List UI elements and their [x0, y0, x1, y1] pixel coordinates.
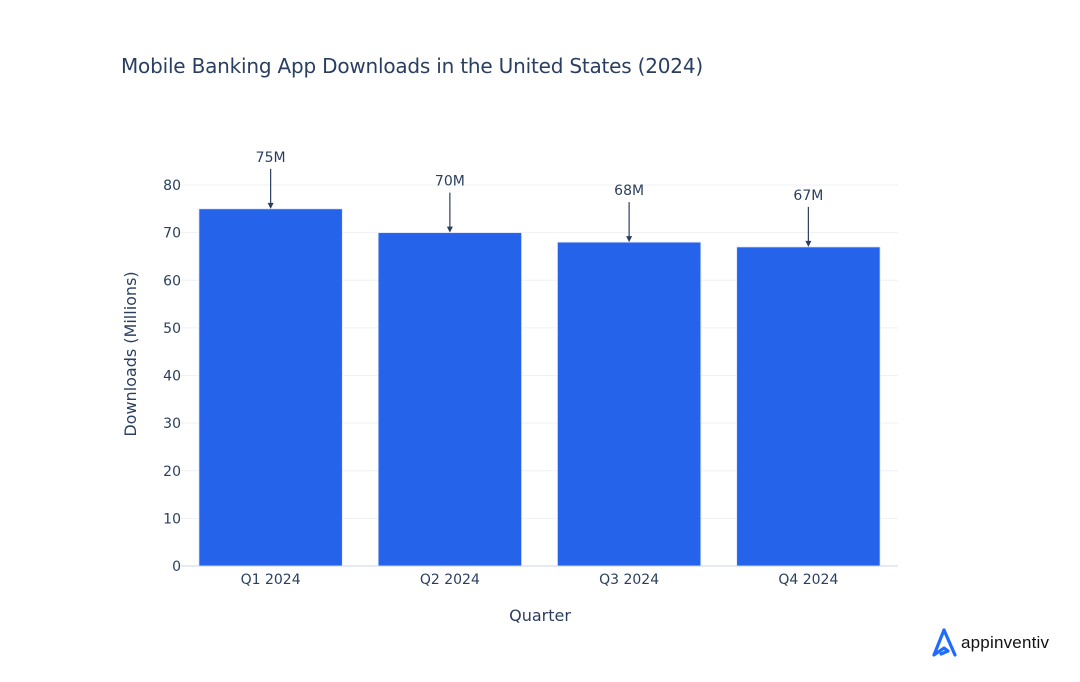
y-axis-ticks: 0 10 20 30 40 50 60 70 80	[163, 178, 181, 575]
y-tick-label: 60	[163, 273, 181, 289]
bar-q1-2024[interactable]	[198, 208, 343, 567]
bar-q3-2024[interactable]	[557, 241, 702, 567]
x-axis-title: Quarter	[509, 606, 571, 625]
chart-title: Mobile Banking App Downloads in the Unit…	[121, 54, 703, 78]
x-tick-label: Q2 2024	[420, 572, 480, 588]
appinventiv-logo-icon	[932, 628, 957, 657]
bar-q4-2024[interactable]	[736, 246, 881, 567]
y-tick-label: 50	[163, 321, 181, 337]
arrowhead-icon	[446, 226, 453, 233]
bar-q2-2024[interactable]	[377, 232, 522, 567]
y-tick-label: 0	[172, 559, 181, 575]
y-tick-label: 20	[163, 464, 181, 480]
y-tick-label: 40	[163, 369, 181, 385]
bars	[198, 208, 881, 567]
annotation-label: 67M	[793, 188, 823, 204]
y-tick-label: 30	[163, 416, 181, 432]
x-tick-label: Q1 2024	[241, 572, 301, 588]
annotation-label: 70M	[435, 174, 465, 190]
annotation-label: 68M	[614, 183, 644, 199]
annotation-label: 75M	[256, 150, 286, 166]
x-tick-label: Q3 2024	[599, 572, 659, 588]
y-axis-title: Downloads (Millions)	[121, 271, 140, 436]
x-axis-ticks: Q1 2024 Q2 2024 Q3 2024 Q4 2024	[241, 572, 839, 588]
arrowhead-icon	[626, 236, 633, 243]
x-tick-label: Q4 2024	[778, 572, 838, 588]
y-tick-label: 10	[163, 511, 181, 527]
bar-annotations: 75M 70M 68M 67M	[256, 150, 823, 247]
logo-text: appinventiv	[961, 633, 1050, 652]
arrowhead-icon	[805, 240, 812, 247]
arrowhead-icon	[267, 202, 274, 209]
appinventiv-logo: appinventiv	[931, 628, 1049, 658]
y-tick-label: 80	[163, 178, 181, 194]
y-tick-label: 70	[163, 226, 181, 242]
